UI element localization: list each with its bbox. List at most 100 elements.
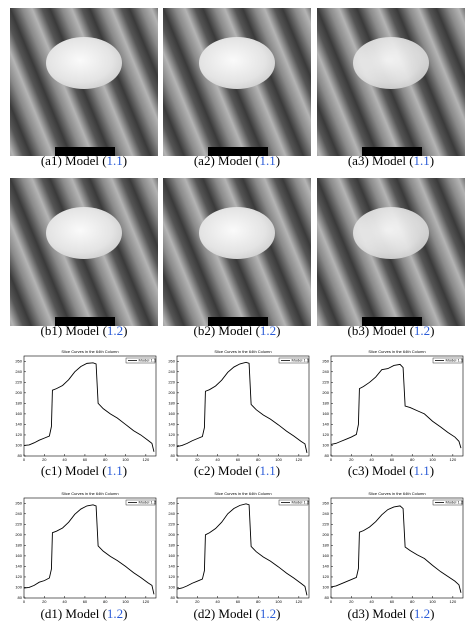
y-tick-label: 200 <box>322 390 329 395</box>
x-tick-label: 60 <box>236 457 241 462</box>
dark-bar <box>208 317 268 326</box>
chart-title: Slice Curves in the 64th Column <box>368 349 425 354</box>
y-tick-label: 100 <box>168 443 175 448</box>
x-tick-label: 80 <box>410 457 415 462</box>
caption-ref: 1.2 <box>107 606 123 621</box>
y-tick-label: 80 <box>171 453 176 458</box>
phantom-image <box>163 8 311 156</box>
y-tick-label: 200 <box>168 390 175 395</box>
x-tick-label: 60 <box>83 457 88 462</box>
x-tick-label: 0 <box>23 599 26 604</box>
x-tick-label: 120 <box>143 599 150 604</box>
data-line <box>176 361 308 453</box>
plot-frame <box>23 355 157 457</box>
caption-label: (b2) Model ( <box>193 323 259 338</box>
y-tick-label: 240 <box>15 511 22 516</box>
plot-frame <box>330 355 464 457</box>
dark-bar <box>208 147 268 156</box>
y-tick-label: 180 <box>322 400 329 405</box>
chart-title: Slice Curves in the 64th Column <box>368 491 425 496</box>
caption: (c3) Model (1.1) <box>348 463 434 478</box>
x-tick-label: 0 <box>330 599 333 604</box>
x-tick-label: 100 <box>429 457 436 462</box>
x-tick-label: 100 <box>122 599 129 604</box>
x-tick-label: 0 <box>23 457 26 462</box>
legend-label: Model 1.2 <box>446 500 464 505</box>
y-tick-label: 80 <box>325 595 330 600</box>
caption-label: (a2) Model ( <box>194 153 260 168</box>
y-tick-label: 100 <box>168 585 175 590</box>
x-tick-label: 120 <box>296 457 303 462</box>
chart-title: Slice Curves in the 64th Column <box>214 349 271 354</box>
y-tick-label: 260 <box>168 358 175 363</box>
caption-label: (c3) Model ( <box>348 463 414 478</box>
y-tick-label: 160 <box>15 411 22 416</box>
y-tick-label: 160 <box>168 553 175 558</box>
y-tick-label: 220 <box>168 379 175 384</box>
caption-suffix: ) <box>276 463 280 478</box>
y-tick-label: 260 <box>322 500 329 505</box>
y-tick-label: 220 <box>168 521 175 526</box>
y-tick-label: 80 <box>18 453 23 458</box>
dark-bar <box>362 147 422 156</box>
caption-label: (a1) Model ( <box>41 153 107 168</box>
caption-suffix: ) <box>276 606 280 621</box>
caption-label: (a3) Model ( <box>348 153 414 168</box>
plot-frame <box>176 497 310 599</box>
y-tick-label: 200 <box>15 532 22 537</box>
y-tick-label: 220 <box>15 379 22 384</box>
legend-box <box>125 357 156 364</box>
y-tick-label: 260 <box>15 500 22 505</box>
y-tick-label: 240 <box>322 369 329 374</box>
bright-ellipse <box>46 207 122 259</box>
y-tick-label: 240 <box>15 369 22 374</box>
data-line <box>176 503 308 596</box>
x-tick-label: 80 <box>103 457 108 462</box>
x-tick-label: 40 <box>369 599 374 604</box>
caption-ref: 1.2 <box>260 606 276 621</box>
caption-label: (d1) Model ( <box>40 606 106 621</box>
x-tick-label: 40 <box>215 599 220 604</box>
y-tick-label: 120 <box>168 574 175 579</box>
x-tick-label: 80 <box>256 599 261 604</box>
phantom-image <box>10 178 158 326</box>
caption: (a1) Model (1.1) <box>41 153 127 168</box>
y-tick-label: 140 <box>168 421 175 426</box>
caption-label: (d3) Model ( <box>347 606 413 621</box>
phantom-image <box>10 8 158 156</box>
y-tick-label: 100 <box>322 585 329 590</box>
y-tick-label: 260 <box>168 500 175 505</box>
caption-ref: 1.1 <box>107 463 123 478</box>
legend-box <box>278 357 309 364</box>
x-tick-label: 120 <box>143 457 150 462</box>
caption: (c2) Model (1.1) <box>194 463 280 478</box>
legend-label: Model 1.1 <box>446 358 464 363</box>
x-tick-label: 100 <box>275 457 282 462</box>
y-tick-label: 120 <box>15 574 22 579</box>
x-tick-label: 60 <box>236 599 241 604</box>
caption: (b3) Model (1.2) <box>347 323 434 338</box>
y-tick-label: 80 <box>18 595 23 600</box>
x-tick-label: 40 <box>369 457 374 462</box>
caption-label: (b1) Model ( <box>40 323 106 338</box>
y-tick-label: 100 <box>15 443 22 448</box>
caption-ref: 1.1 <box>414 153 430 168</box>
x-tick-label: 20 <box>349 599 354 604</box>
y-tick-label: 220 <box>322 379 329 384</box>
y-tick-label: 80 <box>325 453 330 458</box>
x-tick-label: 0 <box>330 457 333 462</box>
legend-box <box>432 499 463 506</box>
caption-suffix: ) <box>123 606 127 621</box>
bright-ellipse <box>353 37 429 89</box>
plot-frame <box>23 497 157 599</box>
x-tick-label: 40 <box>62 599 67 604</box>
phantom-image <box>163 178 311 326</box>
legend-label: Model 1.2 <box>292 500 310 505</box>
caption: (d3) Model (1.2) <box>347 606 434 621</box>
caption-suffix: ) <box>430 153 434 168</box>
y-tick-label: 100 <box>15 585 22 590</box>
caption: (d2) Model (1.2) <box>193 606 280 621</box>
y-tick-label: 260 <box>322 358 329 363</box>
bright-ellipse <box>199 37 275 89</box>
